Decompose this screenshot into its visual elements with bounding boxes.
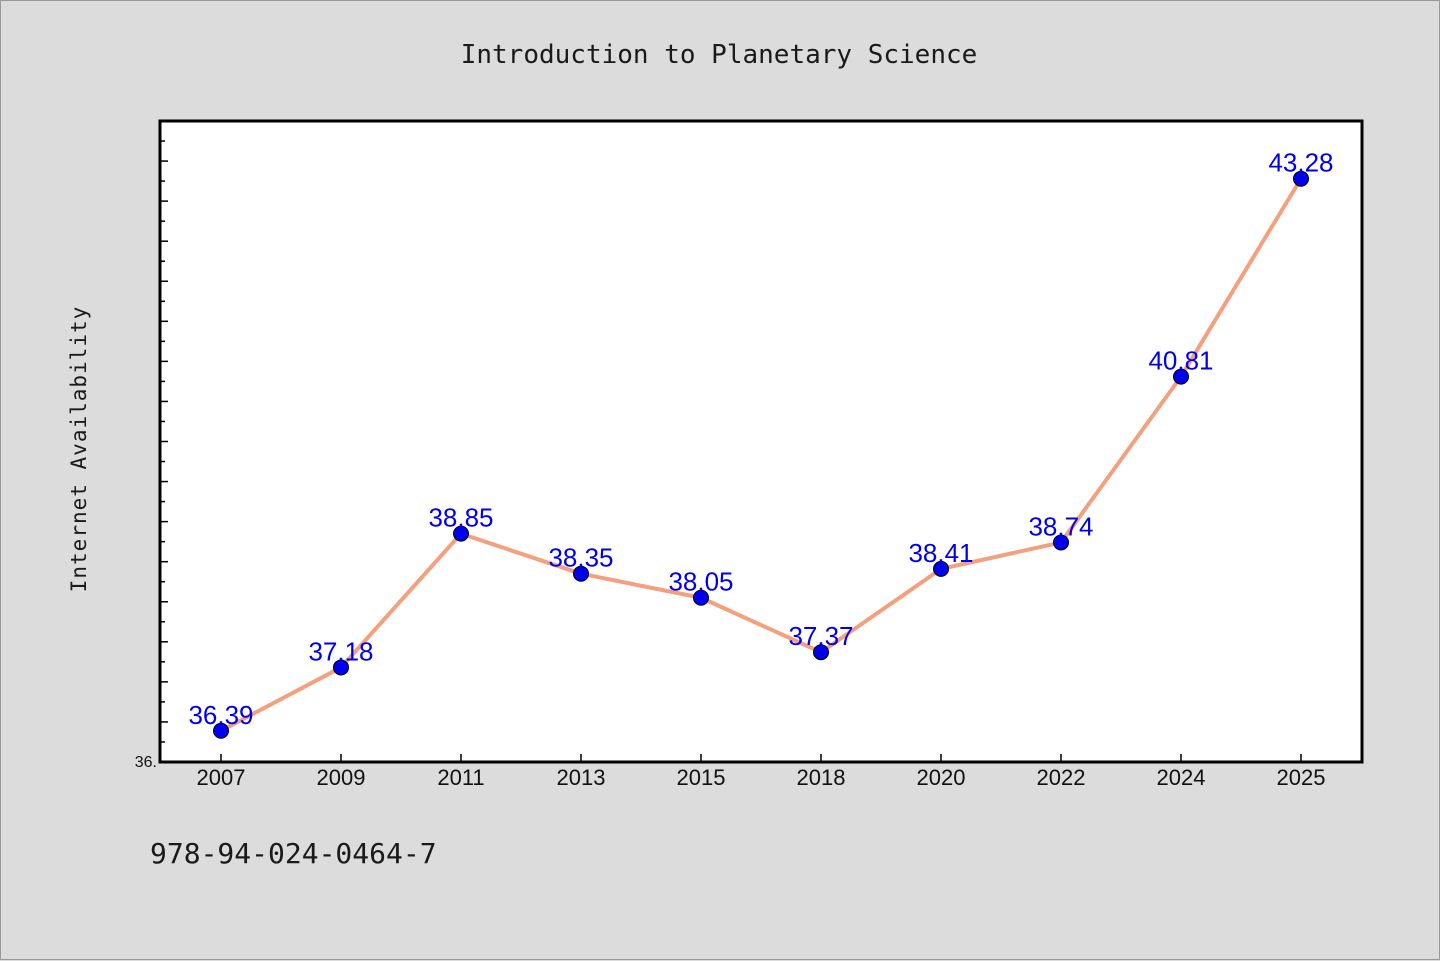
series-markers [213,170,1309,739]
x-axis-ticks [220,754,1302,762]
y-tick-label: 36. [135,754,157,771]
chart-title: Introduction to Planetary Science [461,40,978,70]
data-point [813,644,829,661]
data-label: 37.18 [308,636,373,666]
x-tick-label: 2009 [317,765,366,790]
data-point [933,560,949,577]
data-label: 38.05 [668,567,733,597]
x-tick-label: 2025 [1277,765,1326,790]
data-point [573,565,589,582]
data-label: 36.39 [188,700,253,730]
data-point [1053,534,1069,551]
x-tick-label: 2018 [797,765,846,790]
data-label: 38.85 [428,503,493,533]
data-label: 43.28 [1268,148,1333,178]
x-tick-label: 2024 [1157,765,1206,790]
plot-area [158,119,1364,764]
x-axis-tick-labels: 2007 2009 2011 2013 2015 2018 2020 2022 2024 2025 [197,765,1326,790]
x-tick-label: 2011 [437,765,484,790]
data-label: 38.74 [1028,511,1093,541]
x-tick-label: 2007 [197,765,246,790]
x-tick-label: 2015 [677,765,726,790]
x-tick-label: 2022 [1037,765,1086,790]
data-point [1173,368,1189,385]
data-point [1293,170,1309,187]
data-label: 40.81 [1148,346,1213,376]
y-axis-ticks [160,120,168,763]
data-label: 38.41 [908,538,973,568]
data-label: 38.35 [548,543,613,573]
series-line [220,177,1303,733]
y-axis-label: Internet Availability [67,306,91,593]
isbn-text: 978-94-024-0464-7 [150,837,437,870]
data-point [453,525,469,542]
x-tick-label: 2020 [917,765,966,790]
data-label: 37.37 [788,621,853,651]
data-point [333,659,349,676]
data-labels: 36.39 37.18 38.85 38.35 38.05 37.37 38.41 38.74… [188,148,1333,730]
data-point [213,722,229,739]
data-point [693,589,709,606]
x-tick-label: 2013 [557,765,606,790]
